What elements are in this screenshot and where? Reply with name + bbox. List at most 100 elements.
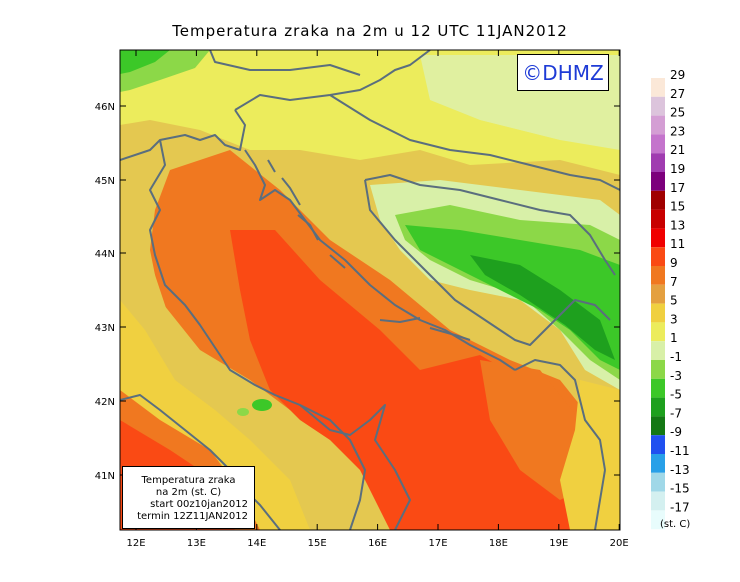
legend-swatch [651,435,665,454]
legend-label: 5 [670,294,678,308]
coast-island-6 [267,159,276,173]
info-line-4: termin 12Z11JAN2012 [137,511,248,522]
lon-label: 16E [368,538,387,549]
legend-swatch [651,96,665,116]
border-montenegro [514,359,606,471]
coast-albania [594,469,606,530]
lon-label: 14E [247,538,266,549]
axis-ticks: 46N 45N 44N 43N 42N 41N 12E 13E 14E 15E 16E 17E 18E 1… [95,50,629,549]
coast-island-1 [297,214,319,241]
legend-label: 7 [670,275,678,289]
coast-istria-croatia [244,149,516,371]
legend-swatch [651,153,665,172]
info-box: Temperatura zraka na 2m (st. C) start 00… [122,466,255,529]
lat-label: 41N [95,471,115,482]
legend-label: -13 [670,463,690,477]
coast-island-4 [429,327,471,341]
legend-swatch [651,190,665,210]
legend-label: 19 [670,162,685,176]
legend-label: 27 [670,87,685,101]
lat-label: 46N [95,102,115,113]
legend-label: 1 [670,331,678,345]
field-italy-green-spot [252,399,272,411]
coast-southern-italy [299,404,411,530]
field-inland-mid [405,225,620,370]
legend-swatch [651,510,665,530]
legend-label: -7 [670,406,682,420]
border-croatia-hungary [329,94,620,191]
legend-label: 17 [670,181,685,195]
legend-label: -11 [670,444,690,458]
border-croatia-bosnia [364,174,616,276]
legend-swatch [651,284,665,304]
legend-label: -3 [670,369,682,383]
legend-label: 9 [670,256,678,270]
legend-label: 15 [670,200,685,214]
field-east-yellow [560,380,620,530]
legend-label: -1 [670,350,682,364]
info-line-3: start 00z10jan2012 [150,499,248,510]
map-title: Temperatura zraka na 2m u 12 UTC 11JAN20… [172,22,568,40]
legend-swatch [651,115,665,135]
legend-swatch [651,303,665,323]
legend-swatch [651,341,665,360]
info-line-1: Temperatura zraka [141,475,236,486]
legend-swatch [651,209,665,229]
border-north-austria [209,50,361,76]
legend-swatch [651,134,665,154]
legend-label: 29 [670,68,685,82]
lon-label: 12E [126,538,145,549]
legend-swatch [651,172,665,191]
info-line-2: na 2m (st. C) [155,487,222,498]
coast-island-3 [379,317,421,323]
lon-label: 17E [428,538,447,549]
coast-north-italy [120,109,246,161]
coast-italy-east [149,139,366,530]
dhmz-logo: ©DHMZ [517,54,609,91]
legend-swatch [651,378,665,398]
border-bosnia-south [364,179,611,346]
lat-label: 45N [95,176,115,187]
legend-label: 13 [670,218,685,232]
coast-island-2 [329,254,346,269]
map-frame [119,49,621,531]
lon-label: 13E [187,538,206,549]
legend-swatch [651,397,665,417]
legend-swatch [651,454,665,473]
legend-swatch [651,78,665,97]
legend-label: 23 [670,124,685,138]
legend-label: 11 [670,237,685,251]
legend-label: -15 [670,482,690,496]
lat-label: 44N [95,249,115,260]
legend-swatch [651,472,665,492]
coast-italy-west [120,394,281,530]
lon-label: 19E [549,538,568,549]
legend-swatch [651,266,665,285]
coastlines [120,50,620,530]
field-inland-dark [470,255,615,360]
legend-swatch [651,228,665,248]
legend-label: 25 [670,106,685,120]
legend-swatch [651,416,665,436]
legend-label: -5 [670,388,682,402]
coast-island-5 [281,177,301,206]
legend-swatch [651,360,665,379]
legend-unit: (st. C) [660,519,691,530]
lon-label: 15E [308,538,327,549]
map-field [120,50,620,530]
legend-label: -9 [670,425,682,439]
field-nw-dkgreen [120,50,170,74]
border-slovenia-croatia [234,50,431,111]
legend-swatch [651,322,665,342]
legend-label: 21 [670,143,685,157]
lon-label: 20E [610,538,629,549]
legend-swatch [651,491,665,511]
lon-label: 18E [489,538,508,549]
lat-label: 43N [95,323,115,334]
lat-label: 42N [95,397,115,408]
field-italy-pale-spot [237,408,249,416]
legend-swatch [651,247,665,266]
color-legend: 29 27 25 23 21 19 17 15 13 11 9 7 5 3 1 -1 -3 -5 -7 -9 -11 -1… [651,68,690,530]
legend-label: 3 [670,312,678,326]
